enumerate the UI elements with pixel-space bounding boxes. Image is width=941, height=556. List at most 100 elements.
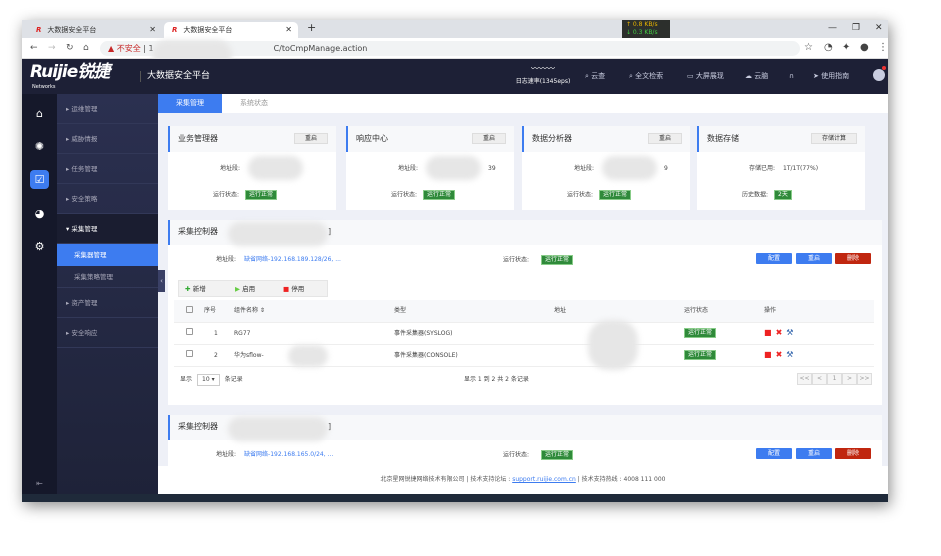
page-button[interactable]: <: [812, 373, 827, 385]
card-action-button[interactable]: 重启: [293, 133, 328, 144]
home-icon[interactable]: ⌂: [36, 107, 43, 120]
card-action-button[interactable]: 重启: [647, 133, 682, 144]
delete-button[interactable]: 删除: [835, 448, 871, 459]
monitor-pulse-icon[interactable]: ✺: [34, 140, 45, 153]
page-button[interactable]: <<: [797, 373, 812, 385]
log-rate-widget[interactable]: 〰〰〰 日志速率(1345eps): [507, 63, 579, 86]
support-link[interactable]: support.ruijie.com.cn: [512, 476, 576, 483]
delete-button[interactable]: 删除: [835, 253, 871, 264]
card-field: 历史数据: 2天: [742, 190, 792, 201]
restart-button[interactable]: 重启: [796, 253, 832, 264]
enable-button[interactable]: ▶ 启用: [235, 285, 256, 293]
status-card: 响应中心 重启 地址段: 39 运行状态: 运行正常: [346, 126, 514, 210]
row-checkbox[interactable]: [186, 350, 193, 357]
sidebar-item-collector-mgmt[interactable]: 采集器管理: [57, 244, 158, 266]
page-button[interactable]: >>: [857, 373, 872, 385]
sidebar-item-task[interactable]: ▸ 任务管理: [57, 154, 158, 184]
collapse-icon[interactable]: ⇤: [36, 479, 43, 488]
icon-rail: ⌂ ✺ ☑ ◕ ⚙ ⇤: [22, 94, 57, 502]
sidebar-item-assets[interactable]: ▸ 资产管理: [57, 288, 158, 318]
page-size-label: 显示: [180, 376, 193, 383]
pie-chart-icon[interactable]: ◕: [34, 207, 45, 220]
forward-icon[interactable]: →: [48, 43, 56, 53]
tab-collection[interactable]: 采集管理: [158, 94, 222, 113]
row-number: 2: [204, 344, 234, 367]
tab-title: 大数据安全平台: [47, 26, 97, 34]
tools-icon[interactable]: ⚒: [786, 328, 794, 337]
nav-label: 大屏展现: [695, 72, 724, 80]
redaction: [288, 345, 328, 367]
field-label: 地址段:: [216, 451, 237, 458]
stop-icon[interactable]: ■: [764, 350, 772, 359]
address-link[interactable]: 缺省网络-192.168.165.0/24, ...: [244, 451, 334, 458]
config-button[interactable]: 配置: [756, 253, 792, 264]
page-size-select[interactable]: 10 ▾: [197, 374, 220, 386]
table-toolbar: ✚ 新增 ▶ 启用 ■ 停用: [178, 280, 328, 297]
stop-icon[interactable]: ■: [764, 328, 772, 337]
restart-button[interactable]: 重启: [796, 448, 832, 459]
status-badge: 运行正常: [684, 328, 717, 338]
sidebar-item-response[interactable]: ▸ 安全响应: [57, 318, 158, 348]
tools-icon[interactable]: ⚒: [786, 350, 794, 359]
menu-icon[interactable]: ⋮: [878, 42, 888, 53]
caret-right-icon: ▸: [66, 105, 72, 113]
sidebar-item-threat[interactable]: ▸ 威胁情报: [57, 124, 158, 154]
page-button[interactable]: >: [842, 373, 857, 385]
url-input[interactable]: ▲ 不安全 | 1 C/toCmpManage.action: [100, 41, 800, 56]
footer-hotline: | 技术支持热线 : 4008 111 000: [575, 476, 666, 483]
profile-icon[interactable]: ●: [860, 42, 869, 53]
card-action-button[interactable]: 存储计算: [810, 133, 857, 144]
row-checkbox[interactable]: [186, 328, 193, 335]
collector-field: 地址段: 缺省网络-192.168.189.128/26, ...: [216, 255, 341, 265]
sidebar-item-ops[interactable]: ▸ 运维管理: [57, 94, 158, 124]
disable-button[interactable]: ■ 停用: [283, 285, 305, 293]
big-screen-link[interactable]: ▭ 大屏展现: [687, 71, 724, 81]
browser-tab[interactable]: R 大数据安全平台 ✕: [28, 22, 162, 38]
card-title: 响应中心: [356, 134, 388, 143]
close-icon[interactable]: ✕: [285, 25, 292, 34]
bookmark-star-icon[interactable]: ☆: [804, 42, 813, 53]
address-link[interactable]: 缺省网络-192.168.189.128/26, ...: [244, 256, 341, 263]
status-card: 业务管理器 重启 地址段: 运行状态: 运行正常: [168, 126, 336, 210]
delete-x-icon[interactable]: ✖: [775, 350, 783, 359]
browser-tab-active[interactable]: R 大数据安全平台 ✕: [164, 22, 298, 38]
puzzle-icon[interactable]: ✦: [842, 42, 851, 53]
back-icon[interactable]: ←: [30, 43, 38, 53]
tab-system-status[interactable]: 系统状态: [240, 99, 268, 107]
cloud-search-link[interactable]: ⌕ 云查: [585, 71, 605, 81]
field-label: 地址段:: [574, 165, 595, 172]
status-card: 数据存储 存储计算 存储已用: 1T/1T(77%) 历史数据: 2天: [697, 126, 865, 210]
url-suffix: C/toCmpManage.action: [273, 44, 368, 53]
reload-icon[interactable]: ↻: [66, 43, 74, 53]
sidebar-item-collection[interactable]: ▾ 采集管理: [57, 214, 158, 244]
user-avatar[interactable]: [873, 69, 885, 81]
fulltext-search-link[interactable]: ⌕ 全文检索: [629, 71, 663, 81]
cloud-brain-link[interactable]: ☁ 云脑: [745, 71, 768, 81]
delete-x-icon[interactable]: ✖: [775, 328, 783, 337]
sidebar-item-collection-policy[interactable]: 采集策略管理: [57, 266, 158, 288]
collapse-sidebar-button[interactable]: ‹: [158, 270, 165, 292]
sidebar-item-policy[interactable]: ▸ 安全策略: [57, 184, 158, 214]
url-prefix: 1: [148, 44, 154, 53]
card-action-button[interactable]: 重启: [471, 133, 506, 144]
footer-company: 北京星网锐捷网络技术有限公司 | 技术支持论坛 :: [380, 476, 513, 483]
maximize-icon[interactable]: ❐: [852, 23, 861, 33]
close-icon[interactable]: ✕: [149, 25, 156, 34]
add-button[interactable]: ✚ 新增: [185, 285, 206, 293]
close-window-icon[interactable]: ✕: [875, 23, 883, 33]
select-all-checkbox[interactable]: [186, 305, 193, 313]
gear-icon[interactable]: ⚙: [34, 240, 45, 253]
config-button[interactable]: 配置: [756, 448, 792, 459]
column-header: 运行状态: [684, 300, 764, 323]
clipboard-check-icon[interactable]: ☑: [30, 170, 49, 189]
page-button[interactable]: 1: [827, 373, 842, 385]
extension-icon[interactable]: ◔: [824, 42, 833, 53]
field-value: 39: [488, 165, 496, 172]
minimize-icon[interactable]: —: [828, 23, 837, 33]
new-tab-button[interactable]: +: [307, 21, 317, 34]
column-header[interactable]: 组件名称 ⇕: [234, 300, 394, 323]
home-icon[interactable]: ⌂: [83, 43, 89, 53]
ruijie-logo-icon: R: [172, 26, 178, 34]
guide-link[interactable]: ➤ 使用指南: [813, 71, 849, 81]
headset-icon[interactable]: ∩: [789, 72, 795, 80]
